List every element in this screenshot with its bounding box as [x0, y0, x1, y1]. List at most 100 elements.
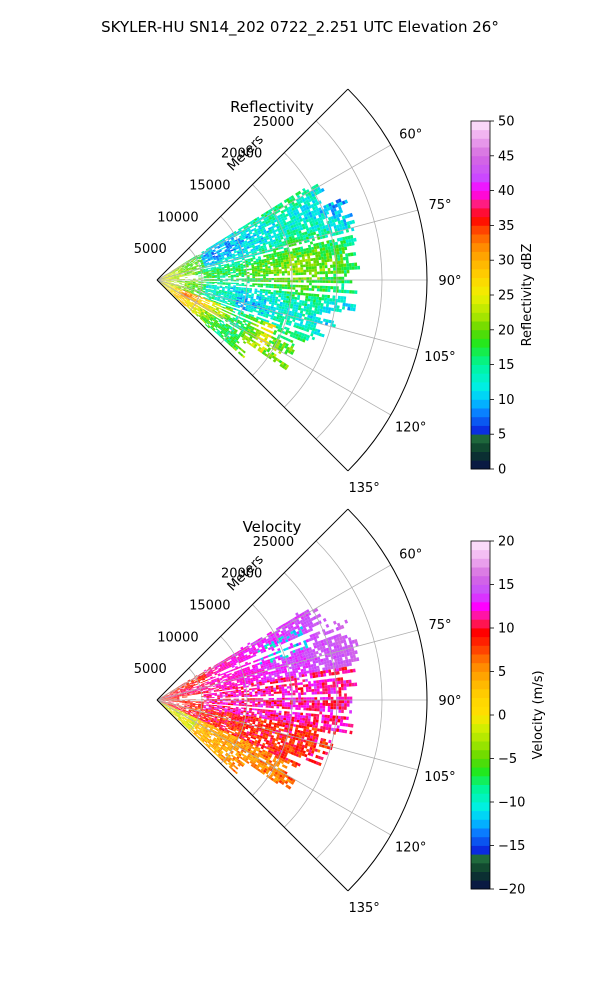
range-gate [310, 241, 313, 244]
range-gate [260, 269, 263, 271]
range-gate [329, 298, 332, 301]
range-gate [329, 301, 332, 304]
range-gate [306, 285, 309, 288]
range-gate [316, 294, 319, 297]
range-gate [313, 261, 316, 264]
range-gate [350, 304, 353, 308]
range-gate [313, 302, 316, 305]
range-gate [177, 282, 180, 283]
range-gate [297, 258, 300, 261]
range-gate [267, 260, 270, 262]
range-gate [265, 293, 268, 295]
range-gate [295, 290, 298, 293]
colorbar-segment [471, 260, 490, 269]
range-gate [212, 277, 215, 278]
range-gate [296, 255, 299, 258]
range-gate [228, 691, 231, 693]
range-gate [333, 268, 336, 271]
range-gate [201, 282, 204, 283]
range-gate [278, 299, 281, 302]
range-gate [302, 303, 305, 306]
range-gate [357, 266, 360, 270]
range-gate [233, 275, 236, 277]
range-gate [248, 662, 251, 665]
range-gate [314, 272, 317, 275]
range-gate [304, 671, 307, 674]
range-gate [299, 255, 302, 258]
range-gate [343, 296, 346, 300]
range-gate [214, 275, 217, 276]
range-gate [341, 283, 344, 286]
range-gate [281, 260, 284, 263]
range-gate [304, 254, 307, 257]
range-gate [339, 248, 342, 252]
range-gate [323, 250, 326, 253]
range-gate [306, 251, 309, 254]
range-gate [284, 264, 287, 267]
range-gate [196, 281, 199, 282]
range-gate [305, 296, 308, 299]
colorbar-segment [471, 417, 490, 426]
range-gate [286, 296, 289, 299]
range-gate [286, 679, 289, 682]
figure-title: SKYLER-HU SN14_202 0722_2.251 UTC Elevat… [101, 18, 499, 37]
range-gate [255, 289, 258, 291]
range-gate [353, 252, 356, 256]
range-gate [273, 268, 276, 270]
range-gate [322, 262, 325, 265]
range-gate [310, 302, 313, 305]
range-gate [287, 264, 290, 267]
range-gate [324, 256, 327, 259]
range-gate [294, 680, 297, 683]
range-gate [309, 288, 312, 291]
range-gate [311, 266, 314, 269]
range-gate [250, 273, 253, 275]
range-gate [252, 283, 255, 285]
range-gate [279, 291, 282, 293]
range-gate [315, 675, 318, 678]
colorbar-segment [471, 252, 490, 261]
range-gate [215, 276, 218, 277]
range-gate [327, 298, 330, 301]
range-gate [202, 300, 205, 302]
range-gate [275, 681, 278, 683]
colorbar-tick-label: 30 [498, 254, 515, 269]
range-gate [328, 286, 331, 289]
range-gate [260, 285, 263, 287]
range-gate [319, 297, 322, 300]
range-gate [301, 270, 304, 273]
range-gate [268, 292, 271, 294]
range-gate [311, 264, 314, 267]
range-gate [326, 256, 329, 259]
range-gate [276, 269, 279, 271]
range-gate [344, 290, 347, 293]
range-gate [339, 668, 342, 672]
range-gate [352, 266, 355, 270]
range-gate [282, 287, 285, 289]
range-gate [312, 669, 315, 672]
range-gate [270, 292, 273, 294]
range-gate [349, 266, 352, 270]
range-gate [268, 270, 271, 272]
range-gate [316, 300, 319, 303]
colorbar-segment [471, 399, 490, 408]
range-gate [275, 259, 278, 262]
range-gate [331, 252, 334, 255]
range-gate [231, 313, 234, 316]
range-gate [293, 270, 296, 273]
range-gate [270, 264, 273, 266]
range-gate [292, 294, 295, 297]
colorbar-segment [471, 356, 490, 365]
range-gate [355, 290, 358, 294]
range-gate [194, 260, 197, 262]
range-gate [241, 272, 244, 274]
azimuth-tick-label: 120° [395, 420, 426, 435]
colorbar-segment [471, 321, 490, 330]
range-gate [204, 684, 207, 686]
range-gate [326, 253, 329, 256]
range-gate [231, 275, 234, 276]
range-gate [299, 303, 302, 306]
range-gate [260, 274, 263, 276]
range-gate [304, 251, 307, 254]
range-gate [304, 272, 307, 275]
